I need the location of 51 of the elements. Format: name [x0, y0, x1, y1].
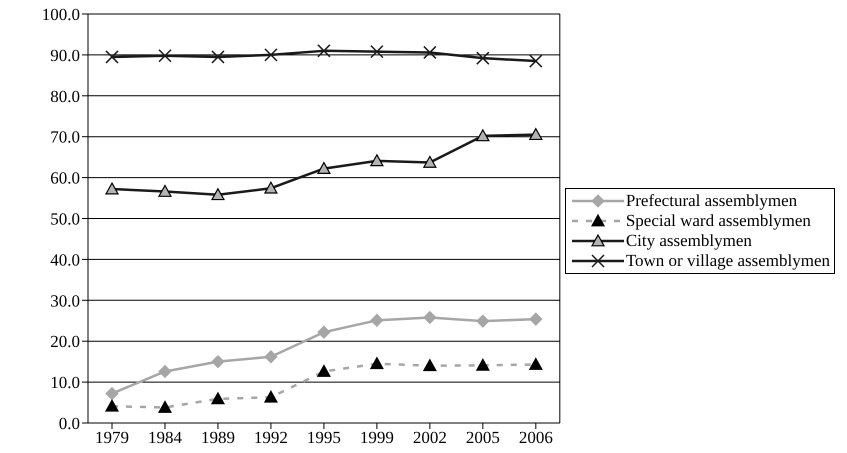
point: [106, 387, 118, 400]
x-tick-label: 1989: [200, 428, 235, 448]
point: [317, 162, 331, 174]
legend-label: Town or village assemblymen: [626, 250, 830, 270]
y-tick-label: 50.0: [50, 210, 80, 229]
x-tick-label: 2005: [466, 428, 500, 448]
y-tick-label: 30.0: [50, 291, 80, 310]
point: [264, 182, 278, 194]
point: [264, 350, 278, 364]
y-tick-label: 0.0: [58, 414, 80, 434]
y-tick-label: 10.0: [50, 373, 80, 392]
point: [476, 129, 490, 142]
point: [105, 182, 119, 194]
y-tick-label: 100.0: [42, 5, 80, 24]
x-tick-label: 1992: [254, 428, 288, 448]
point: [264, 48, 278, 62]
point: [529, 312, 542, 326]
point: [211, 355, 224, 368]
point: [317, 326, 330, 339]
legend-label: Special ward assemblymen: [626, 210, 811, 230]
point: [476, 51, 490, 65]
point: [370, 44, 384, 58]
point: [370, 314, 384, 327]
x-tick-label: 1995: [306, 428, 341, 448]
y-tick-label: 40.0: [50, 250, 80, 270]
point: [423, 46, 437, 60]
legend-label: City assemblymen: [626, 230, 752, 250]
x-tick-label: 1999: [360, 428, 394, 448]
point: [370, 154, 384, 166]
y-tick-label: 70.0: [50, 128, 80, 147]
y-tick-label: 20.0: [50, 332, 80, 352]
x-tick-label: 2006: [518, 428, 553, 448]
y-tick-label: 80.0: [50, 86, 80, 106]
point: [105, 50, 119, 64]
x-tick-label: 2002: [412, 428, 447, 448]
point: [529, 54, 543, 68]
point: [211, 188, 225, 200]
y-tick-label: 90.0: [50, 46, 80, 65]
x-tick-label: 1984: [148, 428, 182, 448]
y-tick-label: 60.0: [50, 168, 80, 188]
point: [158, 364, 172, 378]
x-tick-label: 1979: [95, 428, 129, 448]
point: [158, 184, 172, 197]
legend-label: Prefectural assemblymen: [626, 190, 798, 210]
point: [423, 310, 436, 324]
point: [423, 156, 436, 168]
point: [317, 44, 331, 58]
point: [158, 48, 172, 62]
point: [476, 314, 490, 328]
point: [211, 50, 225, 64]
point: [529, 128, 542, 140]
